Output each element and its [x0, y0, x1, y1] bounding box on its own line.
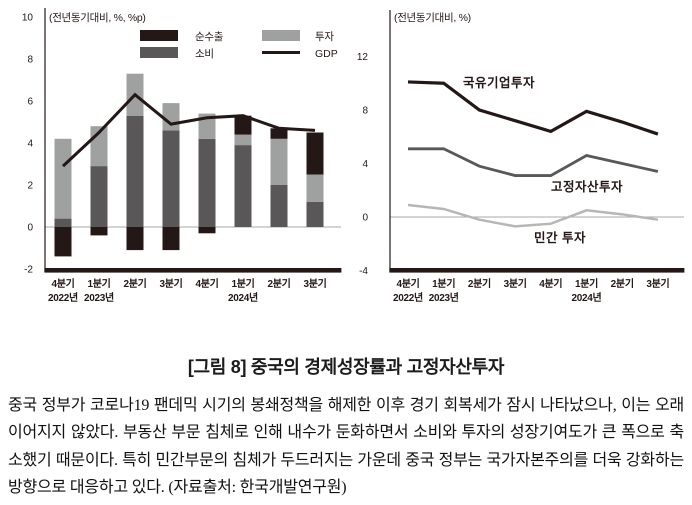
bar-segment-소비 — [234, 145, 252, 227]
series-label-고정자산투자: 고정자산투자 — [551, 179, 623, 194]
x-tick-label: 3분기 — [504, 277, 527, 290]
gdp-line — [61, 92, 316, 168]
line-고정자산투자 — [408, 147, 659, 177]
bar-segment-소비 — [54, 218, 72, 227]
x-tick-label: 3분기 — [159, 277, 182, 290]
line-민간 투자 — [407, 203, 659, 228]
y-tick-label: -2 — [24, 265, 33, 276]
bar-segment-순수출 — [54, 227, 72, 257]
bar-segment-순수출 — [162, 227, 180, 251]
legend-label: GDP — [315, 48, 338, 60]
bar-segment-순수출 — [234, 115, 252, 135]
legend-label: 투자 — [315, 31, 334, 43]
x-tick-label: 1분기 — [432, 277, 455, 290]
x-tick-label: 3분기 — [646, 277, 669, 290]
y-tick-label: 2 — [27, 181, 33, 192]
x-year-label: 2023년 — [429, 291, 459, 304]
bar-segment-소비 — [270, 185, 288, 227]
bar-segment-소비 — [126, 115, 144, 227]
y-tick-label: 0 — [362, 213, 368, 224]
legend-label: 소비 — [195, 48, 214, 60]
bar-segment-순수출 — [198, 227, 216, 234]
x-tick-label: 2분기 — [611, 277, 634, 290]
legend-swatch-순수출 — [140, 30, 178, 41]
bar-segment-순수출 — [306, 132, 324, 175]
y-tick-label: 8 — [362, 106, 368, 117]
y-tick-label: -4 — [359, 266, 368, 277]
series-label-민간 투자: 민간 투자 — [534, 230, 586, 245]
charts-row: 10 8 6 4 2 0 -2 (전년동기대비, %, %p) 4분기 2022년 1분기 2023년… — [22, 8, 685, 304]
bar-segment-소비 — [306, 201, 324, 227]
axis-unit-label: (전년동기대비, %, %p) — [49, 12, 146, 24]
bar-segment-투자 — [54, 138, 72, 219]
x-year-label: 2022년 — [393, 291, 423, 304]
bar-segment-투자 — [162, 103, 180, 131]
bar-segment-순수출 — [126, 227, 144, 251]
x-tick-label: 2분기 — [267, 277, 290, 290]
x-axis-line — [44, 268, 342, 273]
x-tick-label: 3분기 — [303, 277, 326, 290]
x-tick-label: 1분기 — [575, 277, 598, 290]
line-국유기업투자 — [407, 80, 659, 136]
x-tick-label: 4분기 — [51, 277, 74, 290]
legend-swatch-소비 — [140, 47, 178, 58]
y-tick-label: 4 — [362, 159, 368, 170]
x-year-label: 2024년 — [228, 291, 258, 304]
bar-segment-투자 — [234, 134, 252, 146]
x-year-label: 2023년 — [84, 291, 114, 304]
bar-segment-소비 — [162, 130, 180, 227]
y-tick-label: 8 — [27, 55, 33, 66]
bar-segment-순수출 — [270, 128, 288, 139]
x-tick-label: 4분기 — [195, 277, 218, 290]
bar-segment-소비 — [90, 166, 108, 227]
figure-caption: [그림 8] 중국의 경제성장률과 고정자산투자 — [187, 357, 505, 377]
x-year-label: 2022년 — [48, 291, 78, 304]
figure-description: 중국 정부가 코로나19 팬데믹 시기의 봉쇄정책을 해제한 이후 경기 회복세… — [8, 397, 684, 497]
x-year-label: 2024년 — [572, 291, 602, 304]
bar-segment-순수출 — [90, 227, 108, 236]
y-tick-label: 4 — [27, 139, 33, 150]
x-tick-label: 2분기 — [468, 277, 491, 290]
bar-segment-투자 — [270, 138, 288, 185]
x-tick-label: 2분기 — [123, 277, 146, 290]
legend-label: 순수출 — [195, 31, 224, 43]
x-tick-label: 1분기 — [231, 277, 254, 290]
y-tick-label: 12 — [357, 52, 369, 63]
y-tick-label: 6 — [27, 97, 33, 108]
x-tick-label: 4분기 — [539, 277, 562, 290]
axis-unit-label: (전년동기대비, %) — [394, 12, 471, 24]
x-tick-label: 1분기 — [87, 277, 110, 290]
x-axis-line — [389, 268, 685, 273]
series-label-국유기업투자: 국유기업투자 — [463, 75, 535, 90]
legend-swatch-투자 — [262, 30, 300, 41]
x-tick-label: 4분기 — [396, 277, 419, 290]
y-tick-label: 10 — [22, 13, 34, 24]
bar-segment-투자 — [306, 174, 324, 202]
y-tick-label: 0 — [27, 223, 33, 234]
bar-segment-소비 — [198, 138, 216, 227]
